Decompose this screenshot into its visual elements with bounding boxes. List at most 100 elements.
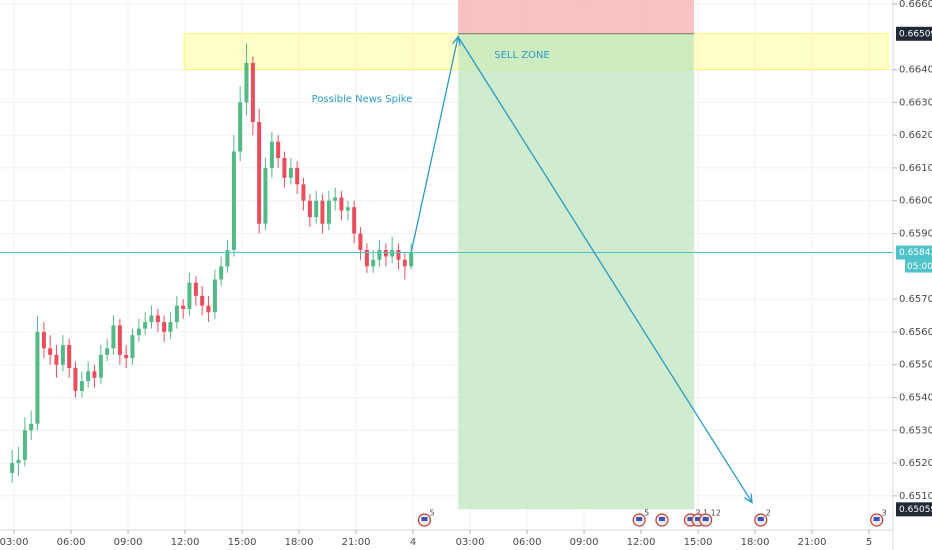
candle-body [326,200,331,224]
event-flag [636,517,643,521]
candle-body [231,151,236,250]
candle-body [117,325,122,355]
candle-body [402,259,407,267]
candle-body [73,367,78,391]
countdown-box [905,259,932,273]
candle-body [371,259,376,267]
candle-body [60,345,65,365]
event-flag [873,517,880,521]
target-zone [458,33,695,510]
candle-body [396,249,401,260]
candle-body [301,184,306,201]
candle-body [143,322,148,329]
candle-body [174,305,179,323]
candle-body [79,381,84,391]
x-tick-label: 15:00 [684,537,713,548]
candle-body [149,315,154,323]
event-count: 12 [711,509,721,518]
time-axis-panel [0,530,893,550]
countdown: 05:00 [907,262,932,272]
price-axis-panel [893,0,932,550]
entry-price-label-box [896,26,932,41]
x-tick-label: 06:00 [57,537,86,548]
candle-body [124,354,129,359]
entry-price-label: 0.66509 [899,29,932,39]
candle-body [250,62,255,123]
candle-body [105,348,110,355]
candle-body [282,158,287,178]
candle-body [67,345,72,368]
candle-body [193,282,198,296]
x-tick-label: 21:00 [798,537,827,548]
event-count: 2 [695,509,700,518]
target-price-label: 0.65059 [899,505,932,515]
x-tick-label: 4 [410,537,416,548]
event-flag [702,517,709,521]
event-flag [695,517,702,521]
candle-body [409,252,414,267]
candle-body [364,249,369,267]
candle-body [35,331,40,424]
candle-body [244,62,249,103]
event-flag [421,517,428,521]
candle-body [29,423,34,431]
candle-body [92,371,97,378]
arrow-head [744,493,753,504]
x-tick-label: 09:00 [570,537,599,548]
event-count: 3 [882,509,887,518]
candle-body [98,354,103,378]
candle-body [181,305,186,309]
event-count: 1 [703,509,708,518]
candle-body [41,331,46,349]
x-tick-label: 03:00 [0,537,28,548]
candle-body [130,335,135,359]
candle-body [263,167,268,224]
candle-body [333,197,338,201]
candle-body [295,167,300,185]
candle-body [390,249,395,257]
candle-body [86,371,91,382]
candle-body [187,282,192,309]
candle-body [212,279,217,313]
event-count: 2 [766,509,771,518]
x-tick-label: 09:00 [114,537,143,548]
candle-body [345,207,350,211]
event-flag [687,517,694,521]
candle-body [162,322,167,332]
candle-body [54,354,59,365]
candle-body [352,207,357,234]
candle-body [314,200,319,218]
candle-body [257,122,262,224]
candle-body [307,200,312,218]
x-tick-label: 12:00 [171,537,200,548]
last-price-label-box [896,245,932,260]
candle-body [155,315,160,323]
x-tick-label: 03:00 [456,537,485,548]
x-tick-label: 18:00 [285,537,314,548]
candle-body [238,102,243,152]
x-tick-label: 18:00 [741,537,770,548]
event-flag [658,517,665,521]
candle-body [10,463,15,473]
x-tick-label: 15:00 [228,537,257,548]
candle-body [200,295,205,306]
candle-body [339,197,344,211]
candle-body [136,328,141,336]
event-count: 5 [644,509,649,518]
x-tick-label: 12:00 [627,537,656,548]
